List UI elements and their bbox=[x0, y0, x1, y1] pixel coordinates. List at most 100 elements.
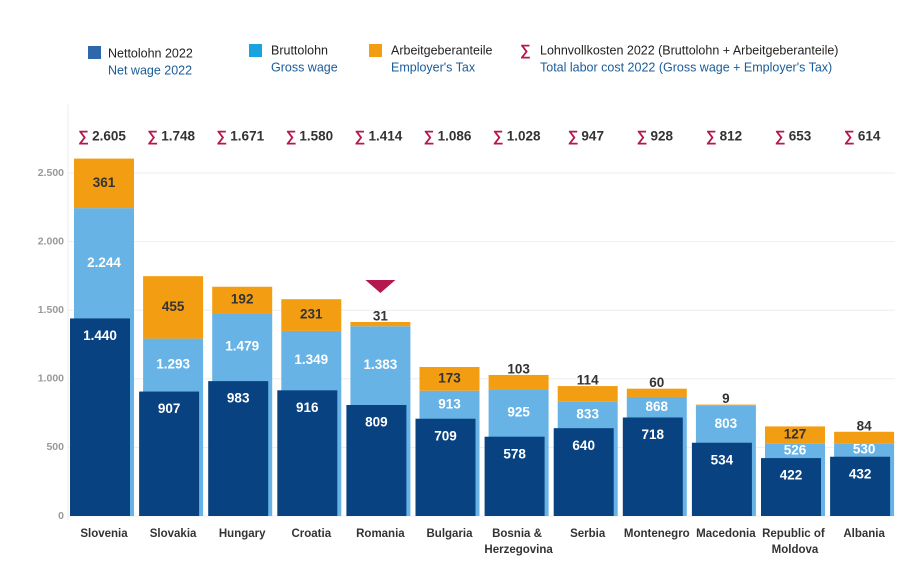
x-tick-label: Hungary bbox=[219, 528, 266, 540]
x-tick-label: Serbia bbox=[570, 528, 606, 540]
x-tick-label: Bosnia & Herzegovina bbox=[484, 528, 553, 556]
bar-tax bbox=[143, 276, 204, 339]
value-label: 84 bbox=[857, 418, 873, 433]
value-label: 192 bbox=[231, 291, 254, 306]
x-tick-label: Bulgaria bbox=[426, 528, 473, 540]
value-label: 907 bbox=[158, 401, 181, 416]
legend-swatch bbox=[88, 46, 101, 59]
value-label: 578 bbox=[503, 446, 526, 461]
value-label: 913 bbox=[438, 396, 461, 411]
bar-net bbox=[553, 428, 614, 516]
value-label: 916 bbox=[296, 400, 319, 415]
bar-net bbox=[484, 436, 545, 516]
x-tick-label: Romania bbox=[356, 528, 405, 540]
value-label: 1.349 bbox=[294, 352, 328, 367]
value-label: 803 bbox=[715, 416, 738, 431]
value-label: 640 bbox=[572, 438, 595, 453]
bar-net bbox=[830, 456, 891, 516]
highlight-marker bbox=[365, 279, 396, 293]
y-tick-label: 1.000 bbox=[38, 373, 64, 385]
legend-symbol: ∑ bbox=[520, 42, 531, 59]
total-label: 947 bbox=[581, 129, 604, 144]
bar-net bbox=[139, 391, 200, 516]
value-label: 526 bbox=[784, 443, 807, 458]
y-tick-label: 2.500 bbox=[38, 167, 64, 179]
total-label: 928 bbox=[651, 129, 674, 144]
total-symbol: ∑ bbox=[775, 128, 786, 145]
bar-net bbox=[208, 381, 269, 516]
bar-tax bbox=[834, 431, 895, 444]
total-symbol: ∑ bbox=[424, 128, 435, 145]
bar-net bbox=[622, 417, 683, 516]
total-label: 812 bbox=[720, 129, 743, 144]
x-tick-label: Albania bbox=[843, 528, 885, 540]
x-tick-label: Macedonia bbox=[696, 528, 756, 540]
total-label: 1.086 bbox=[438, 129, 472, 144]
total-label: 1.414 bbox=[369, 129, 403, 144]
bar-tax bbox=[695, 404, 756, 406]
legend-swatch bbox=[249, 44, 262, 57]
value-label: 983 bbox=[227, 391, 250, 406]
bar-net bbox=[70, 318, 130, 516]
bar-net bbox=[415, 418, 476, 516]
x-tick-label: Republic of Moldova bbox=[762, 528, 828, 556]
value-label: 31 bbox=[373, 309, 389, 324]
bar-net bbox=[346, 405, 407, 516]
bar-net bbox=[761, 458, 821, 516]
x-tick-label: Montenegro bbox=[624, 528, 690, 540]
total-label: 1.580 bbox=[299, 129, 333, 144]
value-label: 361 bbox=[93, 175, 116, 190]
legend-label: Lohnvollkosten 2022 (Bruttolohn + Arbeit… bbox=[540, 43, 838, 57]
total-symbol: ∑ bbox=[844, 128, 855, 145]
value-label: 422 bbox=[780, 468, 803, 483]
legend-swatch bbox=[369, 44, 382, 57]
total-symbol: ∑ bbox=[355, 128, 366, 145]
value-label: 534 bbox=[711, 452, 734, 467]
value-label: 231 bbox=[300, 307, 323, 322]
value-label: 114 bbox=[577, 373, 599, 388]
x-tick-label: Slovakia bbox=[150, 528, 197, 540]
bar-net bbox=[277, 390, 338, 516]
y-tick-label: 2.000 bbox=[38, 235, 64, 247]
bar-tax bbox=[281, 299, 342, 331]
legend-sublabel: Gross wage bbox=[271, 60, 338, 74]
total-symbol: ∑ bbox=[78, 128, 89, 145]
value-label: 127 bbox=[784, 427, 807, 442]
value-label: 1.383 bbox=[364, 357, 398, 372]
value-label: 868 bbox=[646, 399, 669, 414]
value-label: 455 bbox=[162, 299, 185, 314]
value-label: 173 bbox=[438, 370, 461, 385]
value-label: 60 bbox=[649, 375, 664, 390]
bar-net bbox=[691, 442, 752, 516]
bar-tax bbox=[626, 388, 687, 397]
total-symbol: ∑ bbox=[147, 128, 158, 145]
total-symbol: ∑ bbox=[568, 128, 579, 145]
total-symbol: ∑ bbox=[706, 128, 717, 145]
value-label: 709 bbox=[434, 428, 457, 443]
bar-tax bbox=[419, 367, 480, 391]
value-label: 2.244 bbox=[87, 255, 121, 270]
value-label: 833 bbox=[576, 407, 599, 422]
value-label: 1.479 bbox=[225, 339, 259, 354]
total-label: 1.671 bbox=[230, 129, 264, 144]
bar-tax bbox=[212, 286, 273, 314]
value-label: 9 bbox=[722, 391, 730, 406]
value-label: 1.293 bbox=[156, 357, 190, 372]
total-label: 653 bbox=[789, 129, 812, 144]
bar-tax bbox=[557, 386, 618, 402]
total-symbol: ∑ bbox=[493, 128, 504, 145]
value-label: 530 bbox=[853, 442, 876, 457]
bar-tax bbox=[74, 158, 134, 209]
y-tick-label: 500 bbox=[46, 441, 64, 453]
total-symbol: ∑ bbox=[637, 128, 648, 145]
bar-tax bbox=[765, 426, 825, 444]
total-label: 1.748 bbox=[161, 129, 195, 144]
legend-label: Bruttolohn bbox=[271, 43, 328, 57]
legend-sublabel: Employer's Tax bbox=[391, 60, 476, 74]
total-label: 2.605 bbox=[92, 129, 126, 144]
total-symbol: ∑ bbox=[286, 128, 297, 145]
bar-tax bbox=[350, 321, 411, 327]
value-label: 432 bbox=[849, 466, 872, 481]
total-label: 1.028 bbox=[507, 129, 541, 144]
y-tick-label: 0 bbox=[58, 510, 64, 522]
